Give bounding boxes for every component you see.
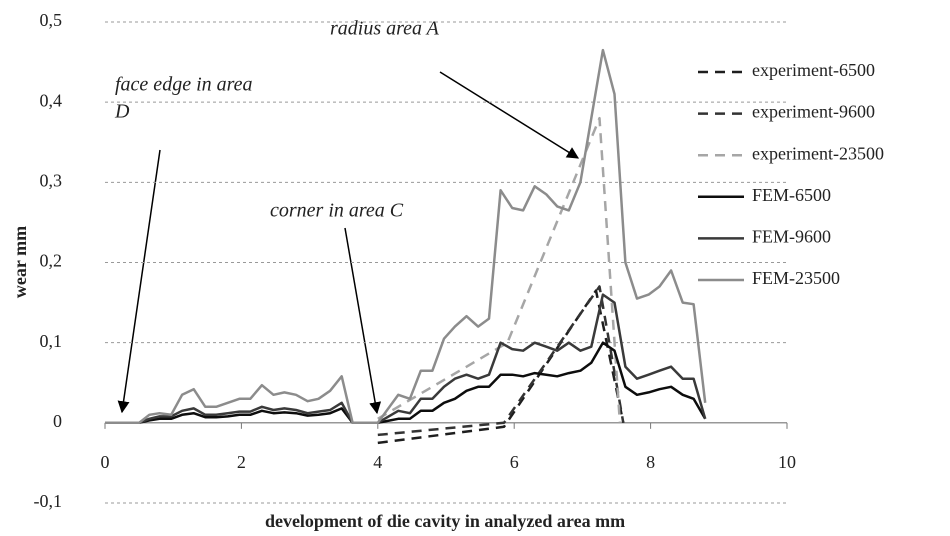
annotation: radius area A [330,18,440,40]
series-line [105,341,707,425]
arrow [117,149,161,414]
x-tick-label: 6 [510,452,519,472]
legend-label: experiment-23500 [752,143,884,163]
series-line [377,116,622,423]
series-line [105,293,707,425]
legend-label: experiment-9600 [752,102,875,122]
series-line [105,48,707,425]
y-tick-label: 0,1 [40,331,63,351]
legend-label: experiment-6500 [752,60,875,80]
x-tick-label: 10 [778,452,796,472]
y-tick-label: 0,4 [40,90,63,110]
annotation: corner in area C [270,200,404,222]
legend-label: FEM-23500 [752,268,840,288]
x-tick-label: 8 [646,452,655,472]
annotation: D [114,101,130,123]
y-axis-label: wear mm [10,226,30,298]
y-tick-label: 0,3 [40,170,63,190]
arrow [344,227,382,415]
x-tick-label: 4 [373,452,382,472]
arrow [439,71,580,159]
series-line [377,285,625,437]
y-tick-label: 0 [53,411,62,431]
y-tick-label: 0,5 [40,10,63,30]
y-tick-label: -0,1 [34,491,63,511]
x-axis-label: development of die cavity in analyzed ar… [265,511,625,531]
x-tick-label: 2 [237,452,246,472]
legend-label: FEM-6500 [752,185,831,205]
x-tick-label: 0 [101,452,110,472]
y-tick-label: 0,2 [40,251,63,271]
annotation: face edge in area [115,74,253,96]
legend-label: FEM-9600 [752,227,831,247]
